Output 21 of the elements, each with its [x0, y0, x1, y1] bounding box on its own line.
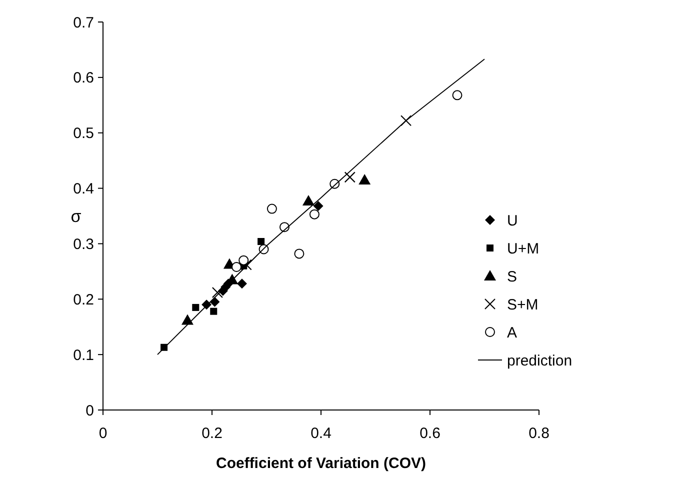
legend-label: S [507, 268, 518, 286]
legend-label: A [507, 324, 518, 342]
y-tick-label: 0.2 [73, 291, 94, 308]
x-tick-label: 0.4 [310, 425, 332, 442]
legend-label: U+M [507, 240, 540, 258]
y-axis-title: σ [70, 206, 82, 226]
y-tick-label: 0.5 [73, 125, 94, 142]
y-tick-label: 0.6 [73, 70, 94, 87]
x-tick-label: 0.8 [528, 425, 550, 442]
x-tick-label: 0.6 [420, 425, 440, 442]
y-tick-label: 0.1 [73, 346, 94, 364]
y-tick-label: 0.3 [73, 236, 94, 253]
x-tick-label: 0 [98, 425, 108, 442]
y-tick-label: 0.4 [73, 180, 94, 198]
y-tick-label: 0.7 [73, 14, 94, 32]
x-axis-title: Coefficient of Variation (COV) [216, 455, 426, 472]
legend-label: prediction [507, 352, 572, 370]
legend-label: S+M [507, 296, 538, 314]
y-tick-label: 0 [86, 402, 94, 420]
x-tick-label: 0.2 [202, 425, 222, 442]
legend-label: U [507, 212, 518, 230]
